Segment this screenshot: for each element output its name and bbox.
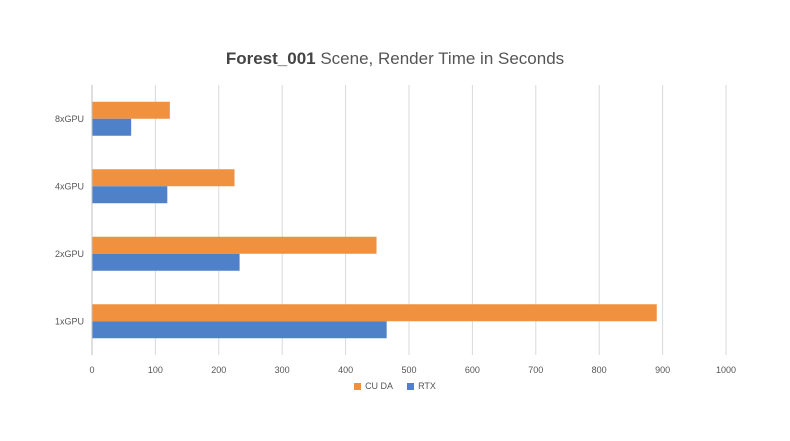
y-tick-label-2xgpu: 2xGPU <box>55 249 84 259</box>
chart-title: Forest_001 Scene, Render Time in Seconds <box>0 49 790 69</box>
legend-swatch-cuda <box>354 382 362 390</box>
bar-cuda-4xgpu <box>92 169 235 187</box>
x-tick-label-1000: 1000 <box>716 365 736 375</box>
legend-item-cuda: CU DA <box>354 381 393 391</box>
bar-cuda-1xgpu <box>92 304 657 322</box>
bar-cuda-2xgpu <box>92 236 377 254</box>
x-tick-label-700: 700 <box>528 365 543 375</box>
x-tick-label-800: 800 <box>592 365 607 375</box>
bar-cuda-8xgpu <box>92 101 170 119</box>
legend-swatch-rtx <box>407 382 415 390</box>
x-tick-label-200: 200 <box>211 365 226 375</box>
x-tick-label-600: 600 <box>465 365 480 375</box>
bar-rtx-8xgpu <box>92 118 132 136</box>
legend-label-cuda: CU DA <box>365 381 394 391</box>
legend: CU DA RTX <box>0 381 790 391</box>
bar-rtx-1xgpu <box>92 321 387 339</box>
x-tick-label-900: 900 <box>655 365 670 375</box>
chart-title-bold: Forest_001 <box>225 49 316 68</box>
bar-rtx-2xgpu <box>92 253 240 271</box>
y-tick-label-8xgpu: 8xGPU <box>55 114 84 124</box>
y-tick-label-1xgpu: 1xGPU <box>55 316 84 326</box>
x-tick-label-400: 400 <box>338 365 353 375</box>
y-tick-label-4xgpu: 4xGPU <box>55 181 84 191</box>
x-tick-label-100: 100 <box>148 365 163 375</box>
bar-rtx-4xgpu <box>92 186 168 204</box>
x-tick-label-0: 0 <box>89 365 94 375</box>
x-tick-label-300: 300 <box>275 365 290 375</box>
x-tick-label-500: 500 <box>401 365 416 375</box>
legend-label-rtx: RTX <box>418 381 436 391</box>
chart-title-rest: Scene, Render Time in Seconds <box>315 49 565 68</box>
legend-item-rtx: RTX <box>407 381 436 391</box>
